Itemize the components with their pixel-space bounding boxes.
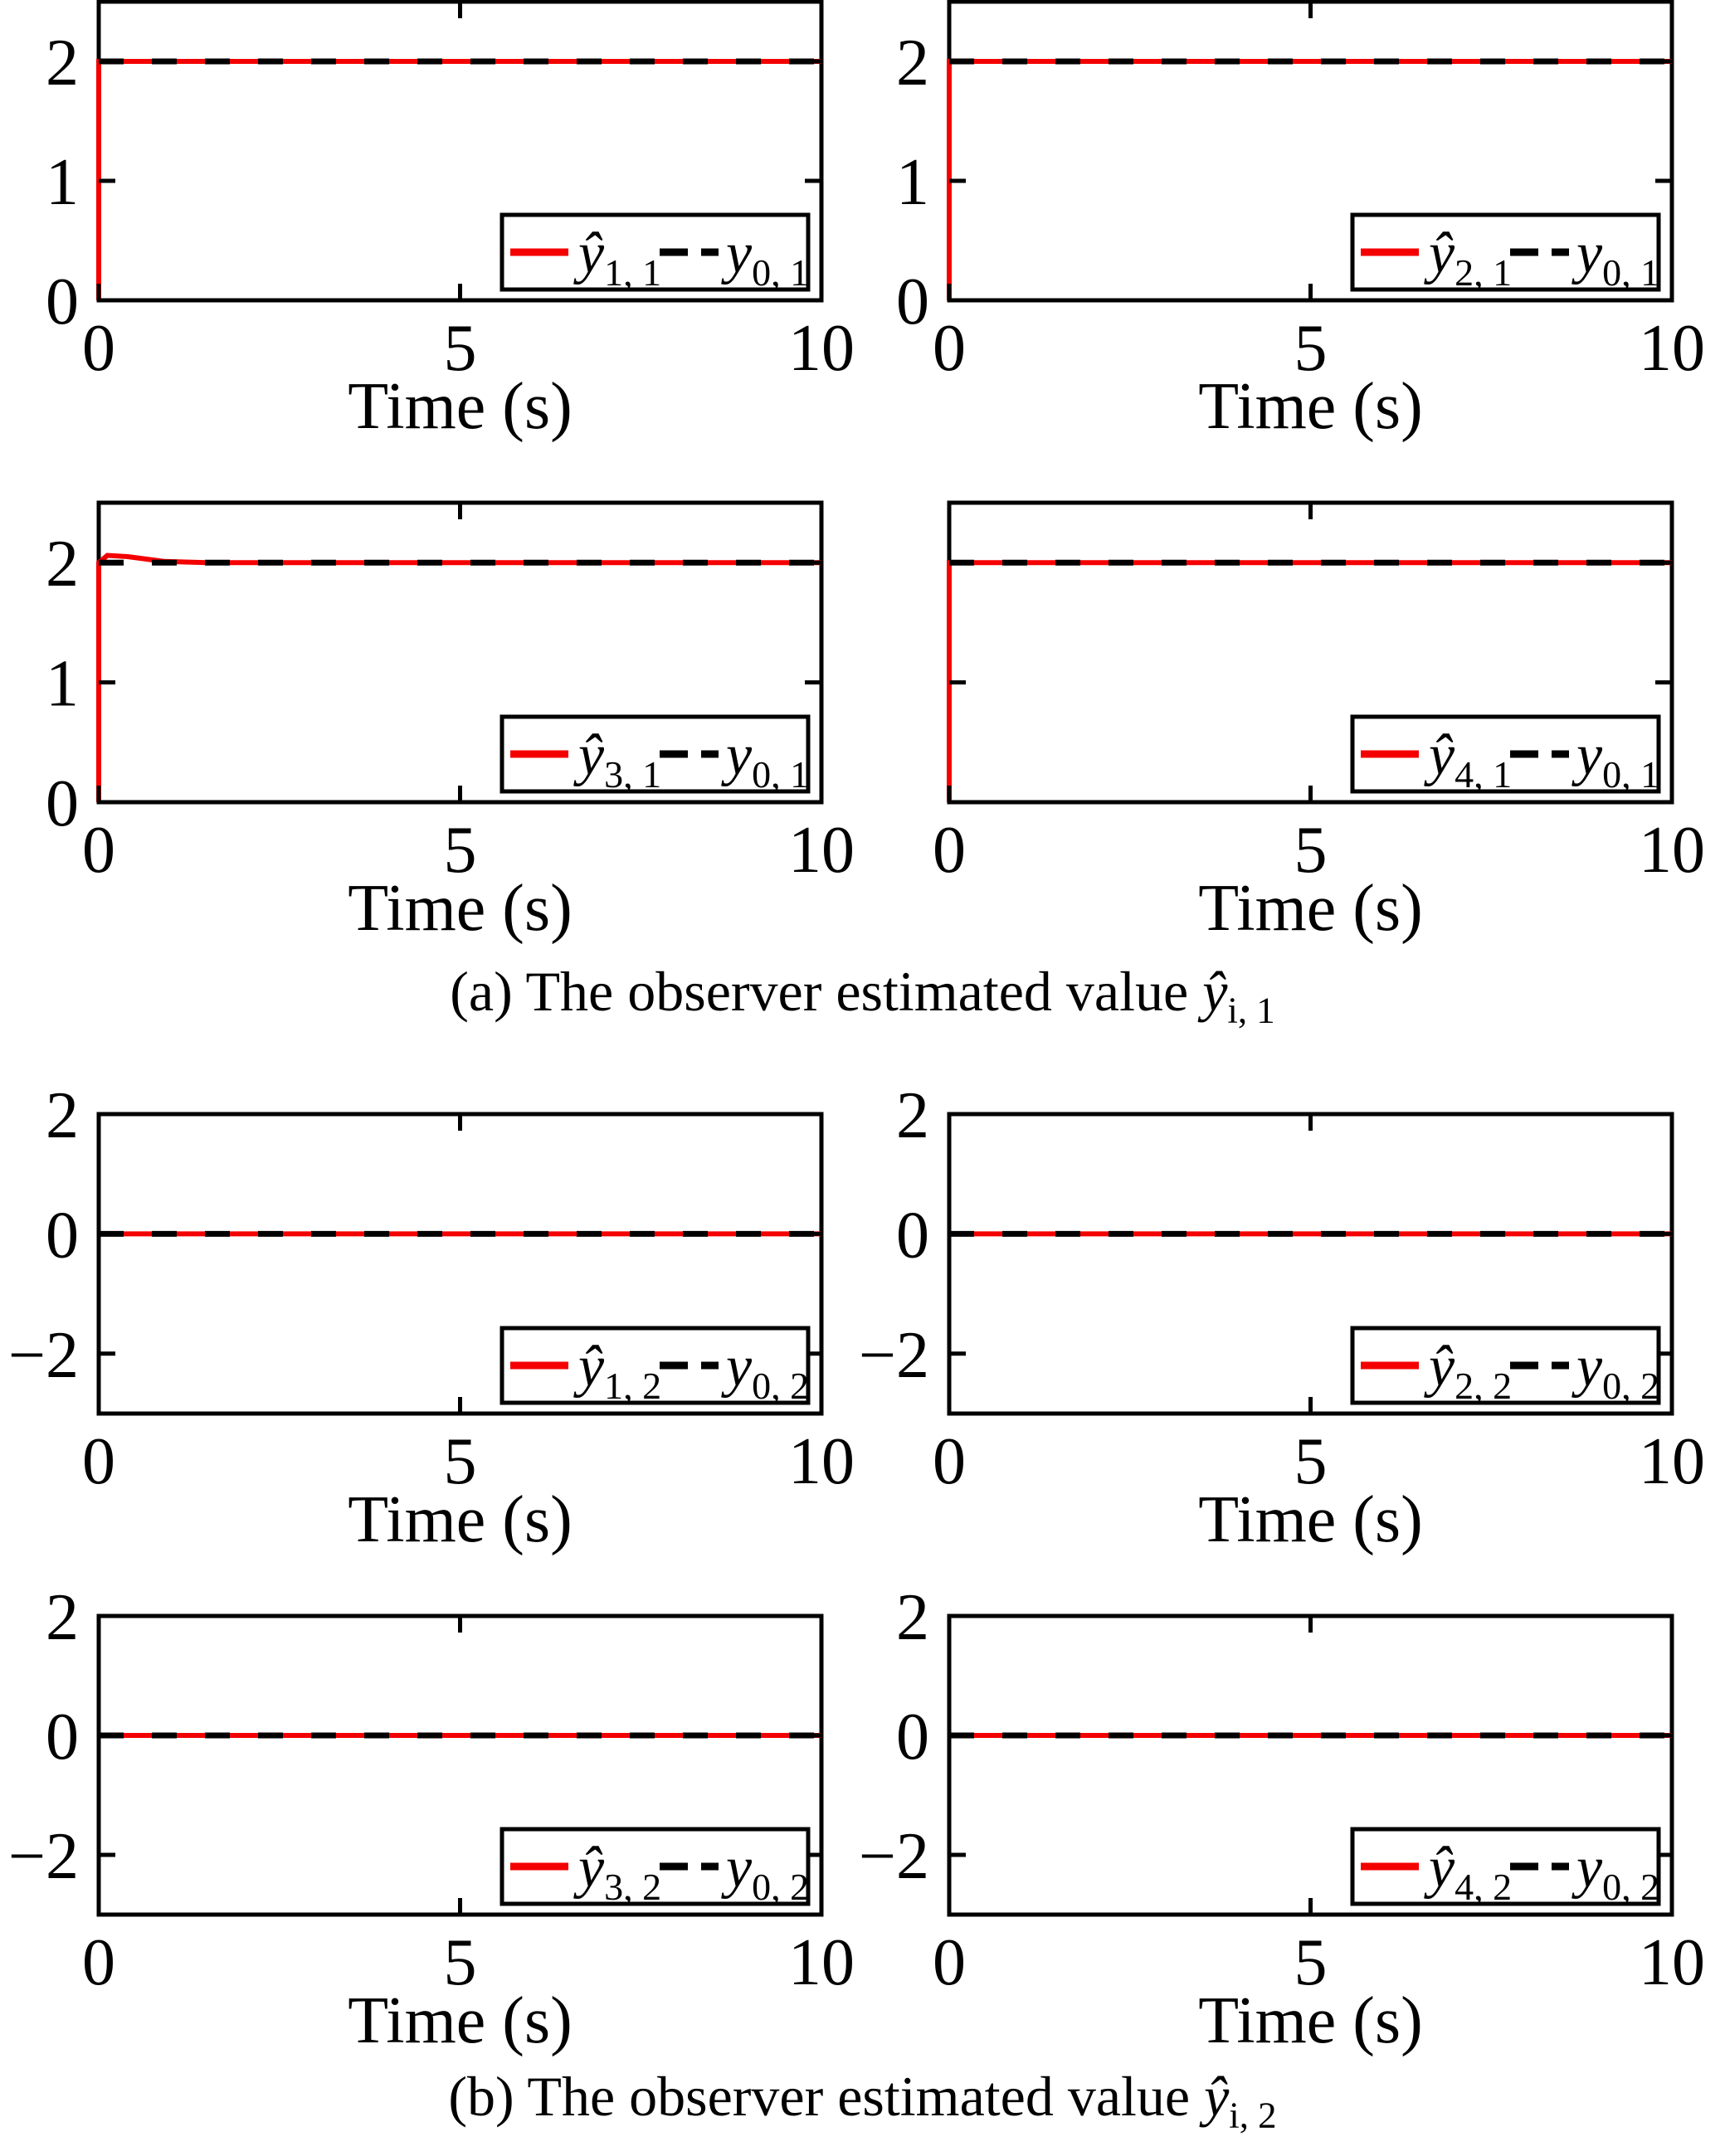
- caption-a-math: ŷi, 1: [1202, 960, 1275, 1031]
- subplot-y-hat-2-1: 0 5 10 0 1 2 Time (s) ŷ2, 1 y0, 1: [896, 0, 1705, 443]
- legend-reference-label: y0, 1: [1572, 221, 1659, 294]
- x-tick-label: 10: [1639, 312, 1705, 385]
- y-tick-label: −2: [8, 1820, 79, 1893]
- x-axis-label: Time (s): [348, 1483, 572, 1556]
- subplot-y-hat-1-1: 0 5 10 0 1 2 Time (s) ŷ1, 1 y0, 1: [46, 0, 855, 443]
- x-tick-label: 10: [788, 1425, 855, 1498]
- x-axis-label: Time (s): [1198, 1483, 1422, 1556]
- y-tick-label: 2: [46, 528, 79, 601]
- y-tick-label: 2: [896, 1079, 929, 1152]
- caption-a-text: (a) The observer estimated value: [450, 960, 1203, 1023]
- x-tick-label: 5: [1294, 1926, 1328, 1999]
- legend-reference-label: y0, 1: [721, 723, 809, 796]
- x-tick-label: 5: [444, 312, 477, 385]
- x-tick-label: 10: [788, 1926, 855, 1999]
- x-tick-label: 0: [82, 1926, 115, 1999]
- caption-a: (a) The observer estimated value ŷi, 1: [0, 959, 1725, 1032]
- x-tick-label: 0: [82, 814, 115, 887]
- legend-reference-label: y0, 1: [1572, 723, 1659, 796]
- legend: ŷ4, 1 y0, 1: [1350, 714, 1661, 796]
- y-tick-label: 0: [46, 767, 79, 840]
- caption-b-text: (b) The observer estimated value: [448, 2065, 1205, 2128]
- subplot-y-hat-4-1: 0 5 10 Time (s) ŷ4, 1 y0, 1: [933, 500, 1705, 945]
- y-tick-label: 2: [46, 1079, 79, 1152]
- legend: ŷ2, 2 y0, 2: [1350, 1326, 1661, 1407]
- legend-estimate-label: ŷ4, 1: [1424, 723, 1512, 796]
- y-tick-label: −2: [859, 1319, 929, 1392]
- y-tick-label: 0: [896, 265, 929, 338]
- legend: ŷ3, 2 y0, 2: [499, 1827, 811, 1908]
- x-tick-label: 0: [933, 1926, 966, 1999]
- x-tick-label: 10: [1639, 814, 1705, 887]
- legend: ŷ4, 2 y0, 2: [1350, 1827, 1661, 1908]
- subplot-y-hat-3-1: 0 5 10 0 1 2 Time (s) ŷ3, 1 y0, 1: [46, 500, 855, 945]
- legend-reference-label: y0, 2: [1572, 1335, 1659, 1407]
- y-tick-label: −2: [8, 1319, 79, 1392]
- x-axis-label: Time (s): [348, 370, 572, 443]
- legend: ŷ1, 2 y0, 2: [499, 1326, 811, 1407]
- legend: ŷ1, 1 y0, 1: [499, 212, 811, 294]
- legend-reference-label: y0, 2: [721, 1335, 809, 1407]
- x-tick-label: 10: [788, 312, 855, 385]
- x-tick-label: 10: [1639, 1425, 1705, 1498]
- legend-estimate-label: ŷ4, 2: [1424, 1836, 1512, 1908]
- y-tick-label: 0: [46, 1701, 79, 1774]
- y-tick-label: 0: [896, 1701, 929, 1774]
- x-tick-label: 10: [1639, 1926, 1705, 1999]
- legend: ŷ2, 1 y0, 1: [1350, 212, 1661, 294]
- x-tick-label: 5: [1294, 312, 1328, 385]
- x-axis-label: Time (s): [1198, 1984, 1422, 2057]
- caption-b-math: ŷi, 2: [1204, 2065, 1277, 2136]
- x-tick-label: 5: [444, 814, 477, 887]
- legend-estimate-label: ŷ2, 1: [1424, 221, 1512, 294]
- y-tick-label: 0: [896, 1199, 929, 1272]
- legend-box: [499, 1827, 811, 1906]
- legend-estimate-label: ŷ2, 2: [1424, 1335, 1512, 1407]
- legend-estimate-label: ŷ3, 2: [573, 1836, 661, 1908]
- x-tick-label: 5: [1294, 1425, 1328, 1498]
- x-tick-label: 0: [933, 1425, 966, 1498]
- y-tick-label: 2: [46, 27, 79, 100]
- legend-reference-label: y0, 2: [1572, 1836, 1659, 1908]
- x-tick-label: 0: [82, 312, 115, 385]
- y-tick-label: 1: [46, 146, 79, 219]
- x-axis-label: Time (s): [1198, 370, 1422, 443]
- legend-estimate-label: ŷ1, 1: [573, 221, 661, 294]
- x-tick-label: 0: [933, 814, 966, 887]
- x-tick-label: 0: [933, 312, 966, 385]
- caption-b: (b) The observer estimated value ŷi, 2: [0, 2064, 1725, 2137]
- y-tick-label: −2: [859, 1820, 929, 1893]
- legend-reference-label: y0, 1: [721, 221, 809, 294]
- y-tick-label: 2: [896, 27, 929, 100]
- legend-box: [499, 212, 811, 292]
- y-tick-label: 0: [46, 1199, 79, 1272]
- x-axis-label: Time (s): [348, 872, 572, 945]
- x-tick-label: 0: [82, 1425, 115, 1498]
- legend-estimate-label: ŷ1, 2: [573, 1335, 661, 1407]
- legend-estimate-label: ŷ3, 1: [573, 723, 661, 796]
- x-tick-label: 5: [1294, 814, 1328, 887]
- x-tick-label: 10: [788, 814, 855, 887]
- y-tick-label: 1: [896, 146, 929, 219]
- y-tick-label: 1: [46, 648, 79, 721]
- legend-reference-label: y0, 2: [721, 1836, 809, 1908]
- x-axis-label: Time (s): [348, 1984, 572, 2057]
- y-tick-label: 2: [46, 1581, 79, 1654]
- y-tick-label: 0: [46, 265, 79, 338]
- y-tick-label: 2: [896, 1581, 929, 1654]
- legend-box: [1350, 212, 1661, 292]
- legend: ŷ3, 1 y0, 1: [499, 714, 811, 796]
- x-tick-label: 5: [444, 1926, 477, 1999]
- x-axis-label: Time (s): [1198, 872, 1422, 945]
- x-tick-label: 5: [444, 1425, 477, 1498]
